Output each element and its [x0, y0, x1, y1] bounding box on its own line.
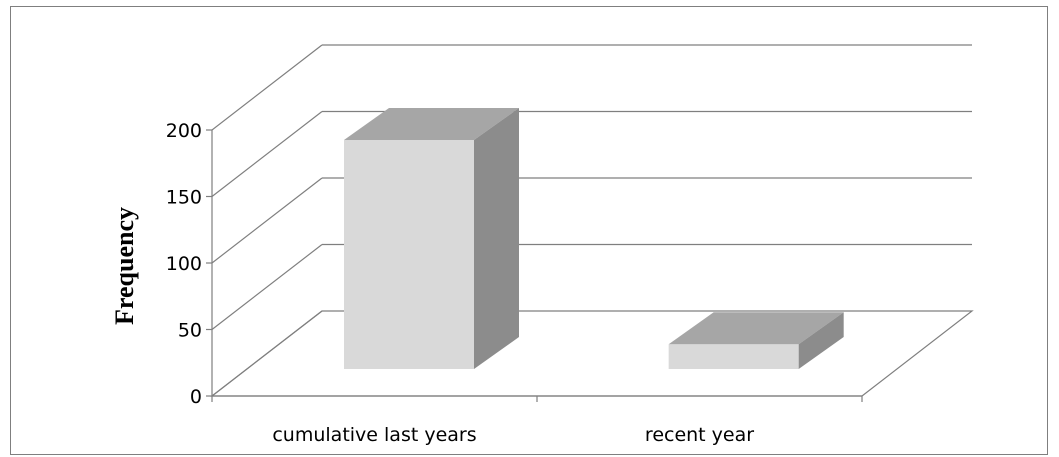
bar-front-1	[344, 140, 474, 369]
bar-1	[344, 108, 519, 369]
bar-side-2	[798, 312, 844, 369]
gridline-left-200	[211, 44, 323, 131]
y-tick-label-150: 150	[166, 187, 202, 209]
y-axis-label: Frequency	[110, 207, 139, 325]
gridline-left-100	[211, 177, 323, 264]
grid-layer	[210, 44, 974, 397]
gridline-left-150	[211, 111, 323, 197]
bar-side-1	[474, 108, 519, 369]
bar-top-1	[344, 108, 519, 140]
gridline-left-50	[211, 244, 323, 330]
bar-layer	[344, 108, 844, 369]
y-tick-label-200: 200	[166, 120, 202, 142]
bar-top-2	[668, 312, 844, 345]
x-category-label-2: recent year	[645, 424, 754, 446]
y-tick-label-100: 100	[166, 253, 202, 275]
y-tick-label-50: 50	[178, 320, 202, 342]
x-category-label-1: cumulative last years	[272, 424, 476, 446]
y-tick-label-0: 0	[190, 386, 202, 408]
bar-front-2	[668, 344, 799, 369]
floor	[210, 310, 974, 397]
bar-2	[668, 312, 844, 369]
axis-layer: 0 50 100 150 200 cumulative last years recent …	[166, 120, 863, 446]
chart-frame	[10, 6, 1048, 455]
